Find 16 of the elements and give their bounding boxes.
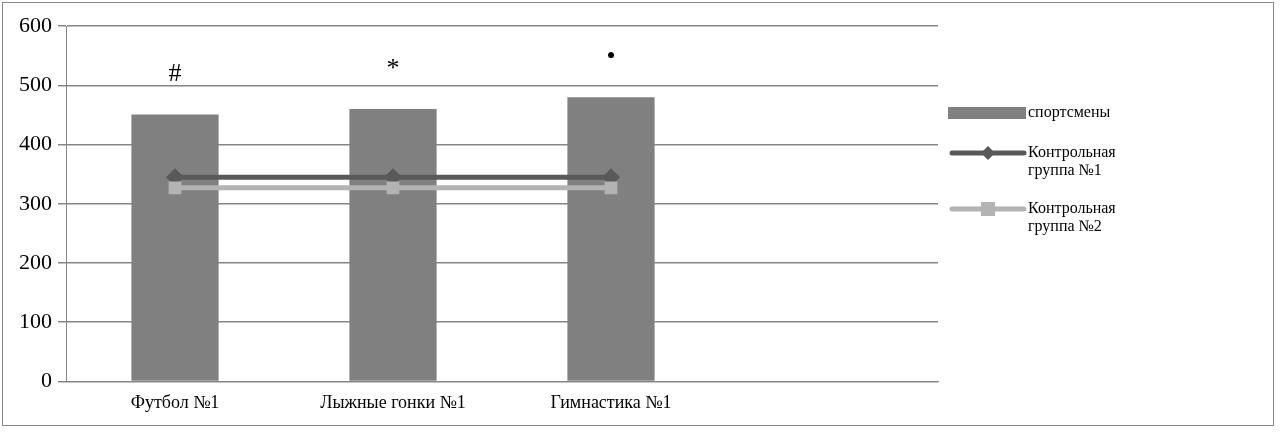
y-tick-label: 300 <box>19 189 52 215</box>
y-tick-label: 0 <box>41 367 52 393</box>
x-tick-label: Лыжные гонки №1 <box>320 391 466 412</box>
y-tick-label: 400 <box>19 130 52 156</box>
annotation: * <box>386 52 400 82</box>
legend-label: Контрольная группа №1 <box>1028 143 1117 179</box>
y-tick-label: 500 <box>19 71 52 97</box>
x-tick-label: Гимнастика №1 <box>550 391 672 412</box>
annotation: • <box>606 41 616 71</box>
annotation: # <box>168 58 182 88</box>
x-tick-label: Футбол №1 <box>130 391 220 412</box>
y-tick-label: 200 <box>19 248 52 274</box>
legend-label: Контрольная группа №2 <box>1028 199 1117 235</box>
y-tick-label: 100 <box>19 307 52 333</box>
y-tick-label: 600 <box>19 11 52 37</box>
legend-label: спортсмены <box>1028 103 1112 121</box>
